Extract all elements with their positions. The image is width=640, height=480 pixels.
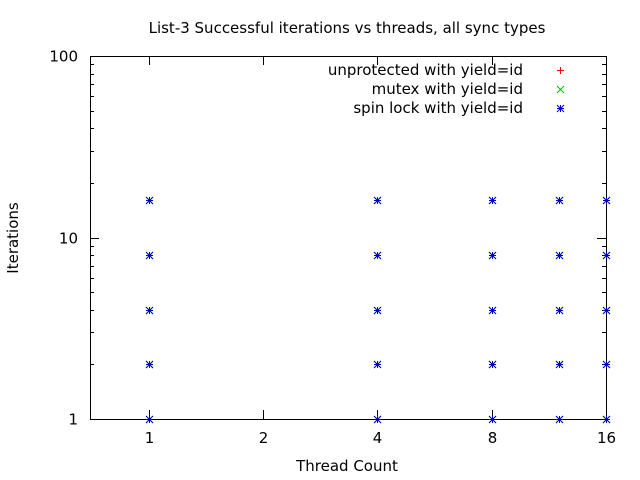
x-tick-label: 4 [373,429,383,447]
data-point-series-3 [555,196,564,205]
x-axis-label: Thread Count [295,457,398,475]
x-tick-label: 1 [145,429,155,447]
legend-label: unprotected with yield=id [328,61,523,79]
x-tick-label: 2 [259,429,269,447]
data-point-series-3 [373,360,382,369]
data-points [145,196,611,424]
data-point-series-3 [373,306,382,315]
legend-label: mutex with yield=id [372,80,523,98]
data-point-series-3 [145,251,154,260]
data-point-series-3 [145,196,154,205]
data-point-series-3 [602,306,611,315]
y-tick-label: 100 [49,48,78,66]
data-point-series-3 [488,251,497,260]
legend-marker [557,67,564,74]
legend-marker [556,85,565,94]
y-axis-label: Iterations [4,202,22,274]
data-point-series-3 [145,360,154,369]
x-tick-label: 16 [597,429,616,447]
data-point-series-3 [602,196,611,205]
data-point-series-3 [602,415,611,424]
x-tick-label: 8 [488,429,498,447]
data-point-series-3 [602,360,611,369]
data-point-series-3 [488,196,497,205]
data-point-series-3 [488,360,497,369]
legend-marker [556,104,565,113]
data-point-series-3 [555,306,564,315]
y-tick-label: 1 [68,411,78,429]
data-point-series-3 [602,251,611,260]
data-point-series-3 [555,251,564,260]
data-point-series-3 [373,415,382,424]
plot-frame [90,56,607,420]
chart-title: List-3 Successful iterations vs threads,… [149,19,546,37]
data-point-series-3 [555,415,564,424]
y-tick-label: 10 [59,230,78,248]
x-axis-ticks: 1 2 4 8 16 [145,56,616,447]
legend-label: spin lock with yield=id [353,99,523,117]
data-point-series-3 [145,415,154,424]
data-point-series-3 [488,415,497,424]
data-point-series-3 [373,196,382,205]
data-point-series-3 [555,360,564,369]
y-axis-ticks: 1 10 100 [49,48,606,429]
data-point-series-3 [145,306,154,315]
data-point-series-3 [373,251,382,260]
data-point-series-3 [488,306,497,315]
